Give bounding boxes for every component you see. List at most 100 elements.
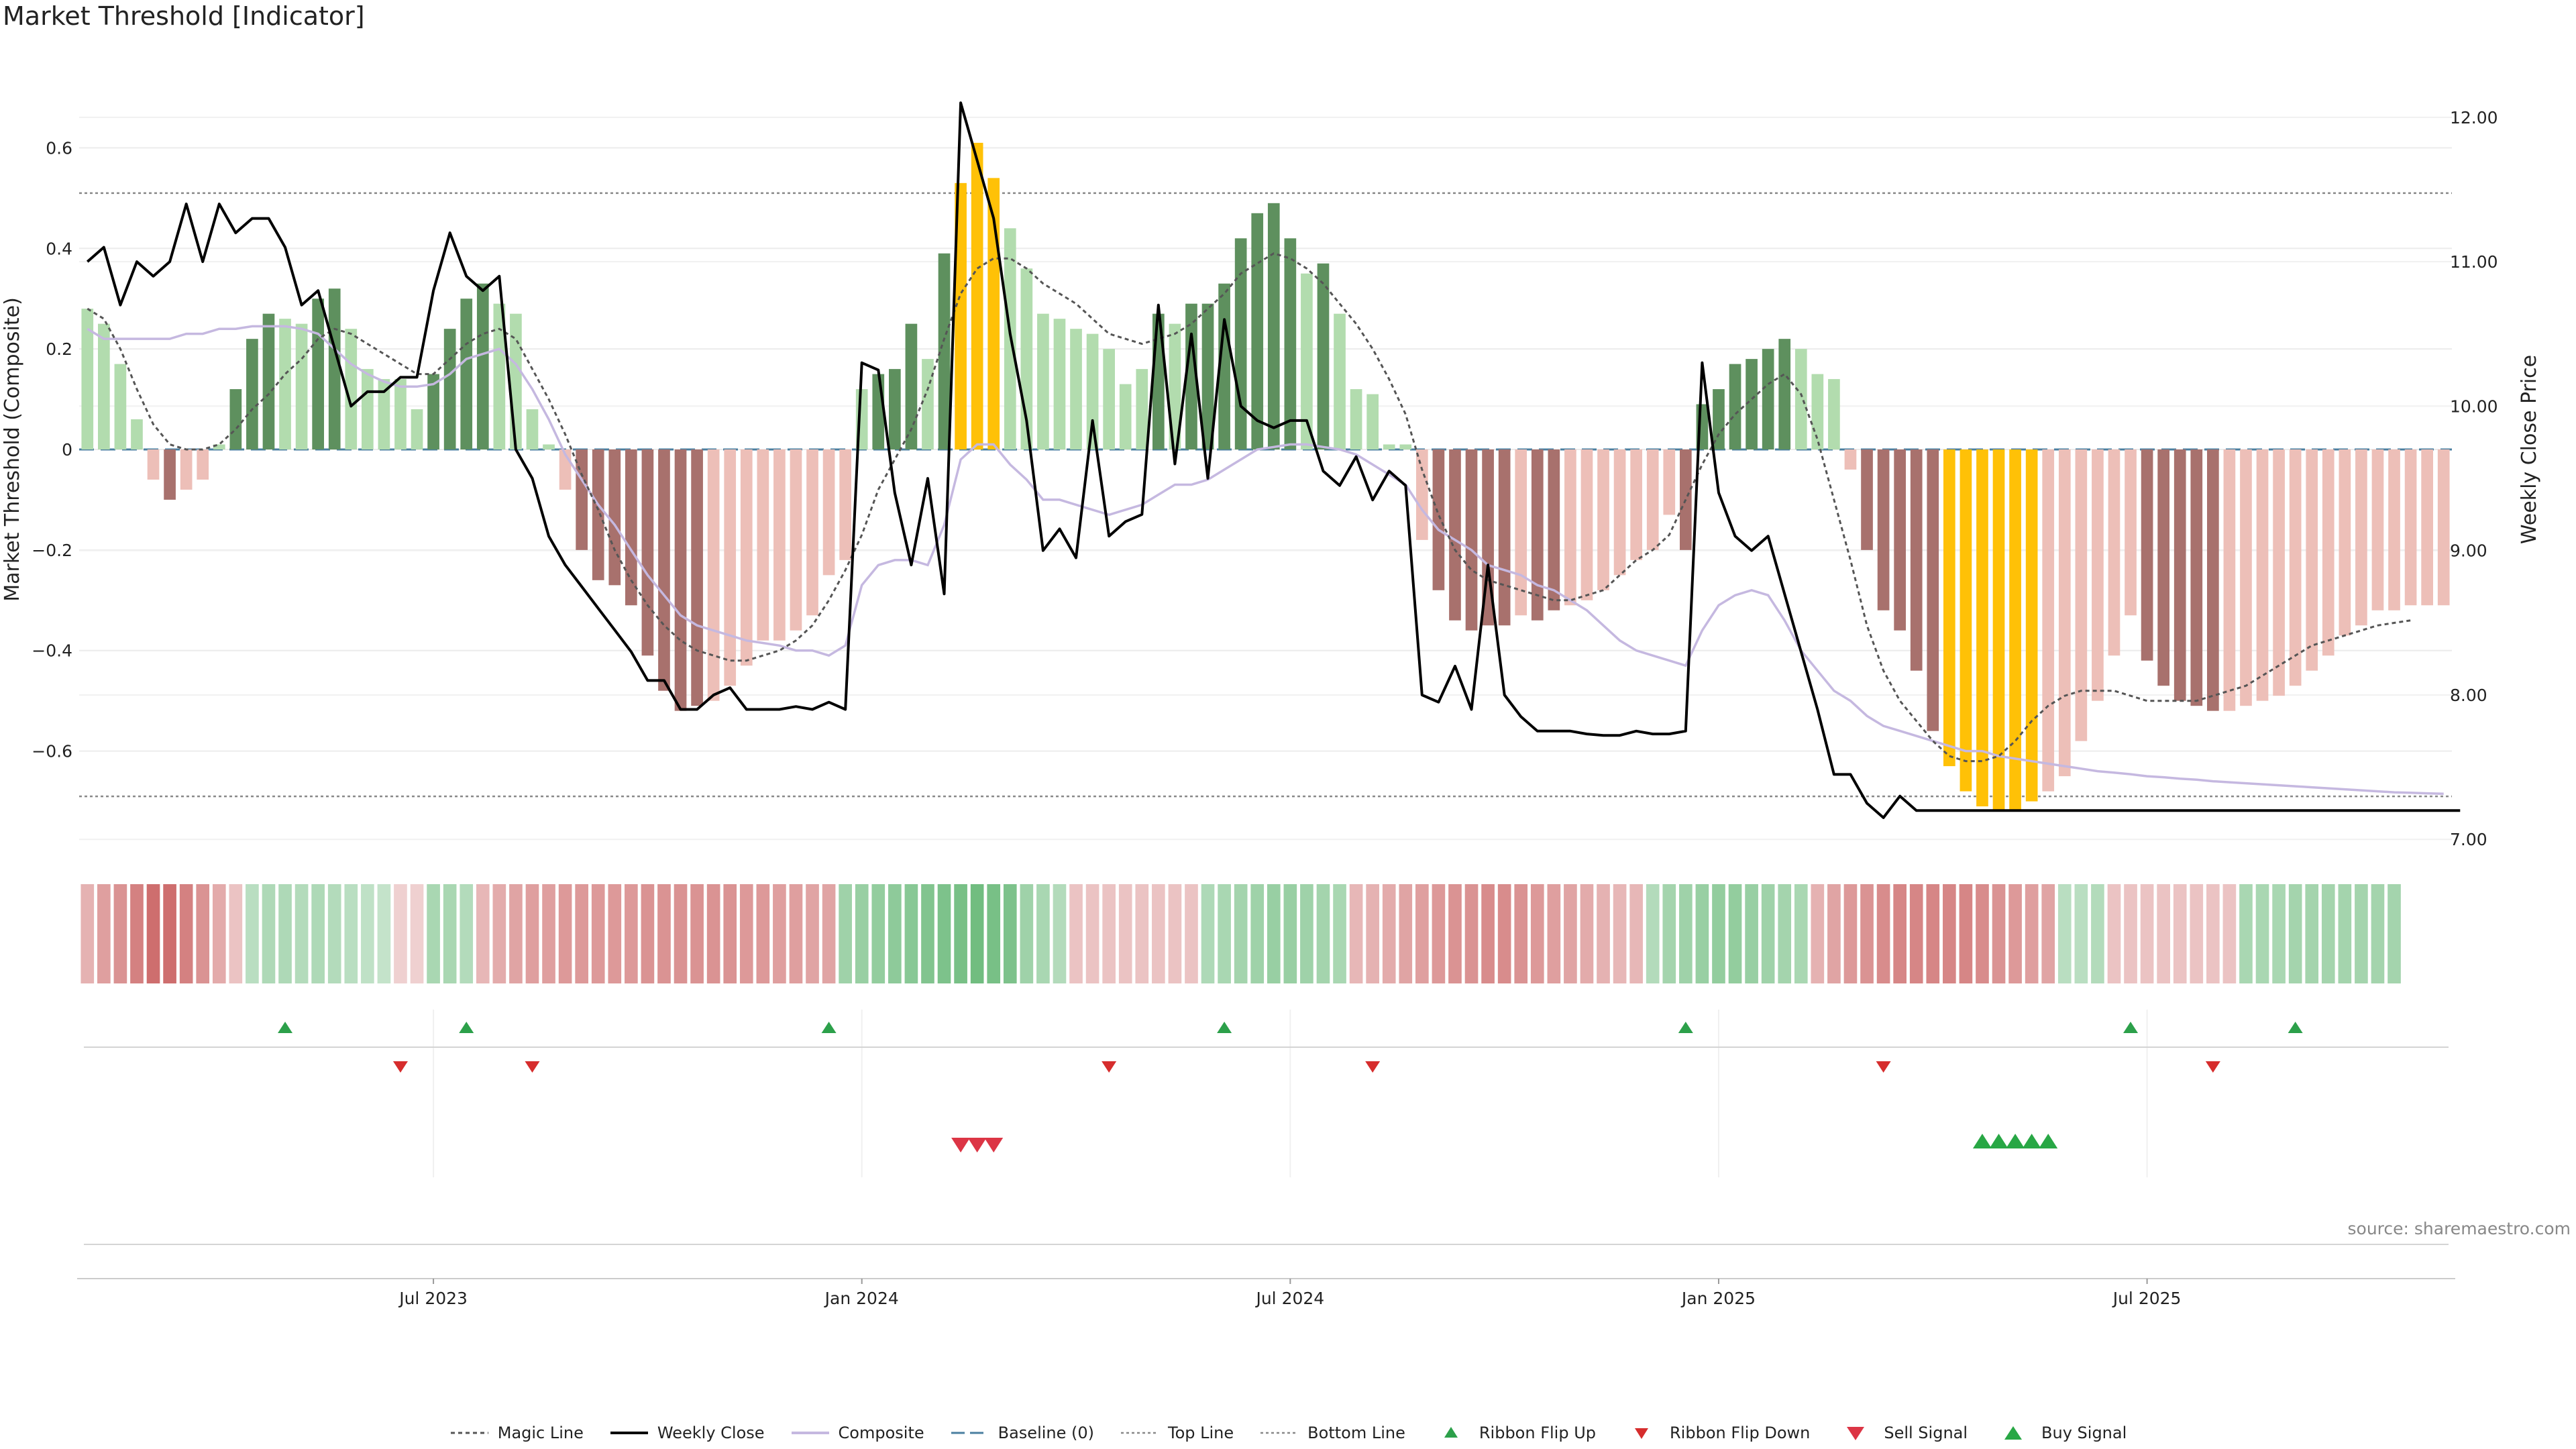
ribbon-cell <box>113 884 127 983</box>
ribbon-strip <box>80 884 2401 983</box>
ribbon-cell <box>246 884 259 983</box>
composite-bar <box>2075 449 2088 741</box>
legend-label: Sell Signal <box>1884 1424 1968 1442</box>
ribbon-cell <box>410 884 424 983</box>
composite-bar <box>576 449 588 550</box>
ribbon-cell <box>871 884 885 983</box>
ribbon-cell <box>1036 884 1050 983</box>
signal-markers <box>84 1134 2449 1245</box>
ribbon-cell <box>608 884 622 983</box>
magic-line <box>87 252 2411 763</box>
composite-bar <box>938 253 951 449</box>
composite-bar <box>213 444 225 449</box>
composite-bar <box>1713 389 1725 449</box>
composite-bar <box>114 364 127 449</box>
ribbon-cell <box>1168 884 1182 983</box>
ribbon-cell <box>674 884 688 983</box>
composite-bar <box>1465 449 1478 631</box>
composite-bar <box>1334 313 1346 449</box>
flip-down-legend-icon <box>1635 1428 1648 1439</box>
buy-signal-marker <box>2039 1134 2058 1148</box>
buy-signal-marker <box>2022 1134 2041 1148</box>
ribbon-cell <box>806 884 819 983</box>
ribbon-cell <box>509 884 523 983</box>
ribbon-cell <box>2355 884 2368 983</box>
composite-bar <box>1828 379 1840 449</box>
ribbon-cell <box>1827 884 1841 983</box>
flip-markers <box>84 1022 2449 1073</box>
composite-bar <box>1960 449 1972 792</box>
y2-tick-label: 7.00 <box>2450 830 2487 849</box>
legend-label: Baseline (0) <box>998 1424 1095 1442</box>
composite-bar <box>2437 449 2450 606</box>
composite-bar <box>2092 449 2104 701</box>
flip-up-marker <box>2288 1022 2303 1033</box>
composite-bar <box>1119 384 1132 449</box>
composite-bar <box>411 409 423 449</box>
composite-bar <box>1498 449 1511 626</box>
buy-signal-marker <box>1989 1134 2008 1148</box>
ribbon-cell <box>1366 884 1379 983</box>
composite-bar <box>2025 449 2038 802</box>
composite-bar <box>81 309 94 449</box>
composite-bar <box>197 449 209 480</box>
ribbon-cell <box>1662 884 1676 983</box>
composite-bar <box>2108 449 2121 656</box>
composite-bar <box>98 323 110 449</box>
composite-bar <box>2042 449 2055 792</box>
composite-bar <box>443 329 456 449</box>
composite-bar <box>164 449 176 500</box>
ribbon-cell <box>2371 884 2385 983</box>
ribbon-cell <box>460 884 474 983</box>
legend-item-baseline: Baseline (0) <box>950 1424 1094 1442</box>
ribbon-cell <box>1267 884 1281 983</box>
ribbon-cell <box>1349 884 1363 983</box>
ribbon-cell <box>1464 884 1479 983</box>
ribbon-cell <box>789 884 803 983</box>
ribbon-cell <box>921 884 934 983</box>
composite-bar <box>1136 369 1148 449</box>
buy-signal-marker <box>1972 1134 1992 1148</box>
y-tick-label: 0.4 <box>46 239 72 258</box>
composite-bar <box>229 389 242 449</box>
price-legend-icon <box>610 1432 648 1434</box>
y-tick-label: −0.6 <box>32 742 72 761</box>
flip-up-legend-icon <box>1444 1427 1458 1438</box>
ribbon-cell <box>1530 884 1544 983</box>
ribbon-cell <box>130 884 144 983</box>
sell-legend-icon <box>1847 1427 1865 1440</box>
ribbon-cell <box>443 884 457 983</box>
ribbon-cell <box>1118 884 1132 983</box>
ribbon-cell <box>80 884 95 983</box>
composite-bar <box>1548 449 1560 610</box>
composite-bar <box>1284 238 1297 449</box>
ribbon-cell <box>690 884 704 983</box>
y2-tick-label: 10.00 <box>2450 396 2498 416</box>
composite-bar <box>658 449 670 691</box>
ribbon-cell <box>2124 884 2137 983</box>
ribbon-cell <box>1135 884 1149 983</box>
ribbon-cell <box>1992 884 2006 983</box>
composite-bar <box>2273 449 2285 696</box>
ribbon-cell <box>1745 884 1758 983</box>
ribbon-cell <box>2057 884 2072 983</box>
ribbon-cell <box>1250 884 1265 983</box>
weekly-close-line <box>86 101 2461 819</box>
composite-bar <box>1218 283 1230 449</box>
composite-bar <box>608 449 621 586</box>
legend-label: Ribbon Flip Up <box>1479 1424 1596 1442</box>
composite-bar <box>922 359 934 449</box>
ribbon-cell <box>2173 884 2187 983</box>
legend-item-sell: Sell Signal <box>1835 1424 1968 1442</box>
x-tick-label: Jul 2025 <box>2112 1289 2182 1308</box>
composite-bar <box>1844 449 1857 470</box>
ribbon-cell <box>229 884 243 983</box>
ribbon-cell <box>196 884 210 983</box>
ribbon-cell <box>1547 884 1561 983</box>
composite-bar <box>2058 449 2071 777</box>
sell-signal-marker <box>984 1138 1004 1152</box>
composite-bar <box>2355 449 2367 626</box>
legend-item-flip-down: Ribbon Flip Down <box>1621 1424 1810 1442</box>
composite-bar <box>592 449 604 580</box>
ribbon-cell <box>773 884 786 983</box>
